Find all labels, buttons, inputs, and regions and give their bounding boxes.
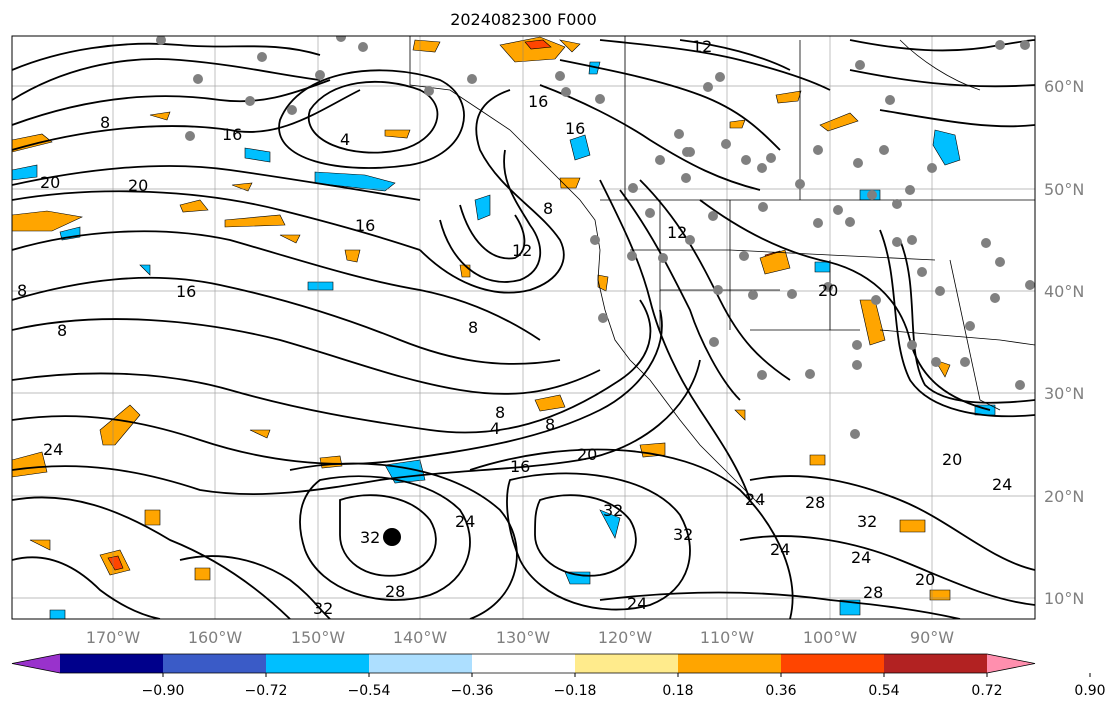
colorbar-tick-label: −0.54: [348, 683, 391, 699]
colorbar-segment: [472, 654, 576, 673]
lon-label: 90°W: [910, 628, 954, 647]
contour-label: 8: [17, 281, 27, 300]
contour-label: 16: [222, 125, 242, 144]
colorbar-segment: [884, 654, 988, 673]
lat-label: 50°N: [1044, 180, 1084, 199]
contour-label: 20: [942, 450, 962, 469]
lat-label: 30°N: [1044, 384, 1084, 403]
contour-label: 24: [851, 548, 871, 567]
colorbar-tick-label: −0.72: [245, 683, 288, 699]
contour-label: 32: [673, 525, 693, 544]
contour-label: 24: [627, 594, 647, 613]
contour-label: 8: [495, 403, 505, 422]
map-title: 2024082300 F000: [450, 10, 597, 29]
colorbar-segment: [678, 654, 782, 673]
colorbar-segment: [163, 654, 267, 673]
map-background: [12, 36, 1035, 619]
contour-label: 12: [667, 223, 687, 242]
colorbar-tick-label: 0.72: [971, 683, 1002, 699]
lon-label: 160°W: [188, 628, 243, 647]
contour-label: 32: [360, 528, 380, 547]
lon-label: 170°W: [86, 628, 141, 647]
contour-label: 28: [385, 582, 405, 601]
longitude-labels: 170°W 160°W 150°W 140°W 130°W 120°W 110°…: [86, 628, 954, 647]
colorbar-tick-label: 0.18: [662, 683, 693, 699]
lat-label: 60°N: [1044, 77, 1084, 96]
tropical-cyclone-center-icon: [383, 528, 401, 546]
contour-label: 16: [565, 119, 585, 138]
colorbar-tick-label: 0.90: [1074, 683, 1105, 699]
contour-label: 24: [770, 540, 790, 559]
contour-label: 24: [455, 512, 475, 531]
contour-label: 32: [313, 599, 333, 618]
lon-label: 140°W: [393, 628, 448, 647]
colorbar-tick-label: 0.36: [765, 683, 796, 699]
contour-label: 16: [176, 282, 196, 301]
latitude-labels: 60°N 50°N 40°N 30°N 20°N 10°N: [1044, 77, 1084, 608]
lat-label: 10°N: [1044, 589, 1084, 608]
contour-label: 32: [857, 512, 877, 531]
map-frame: [11, 35, 1036, 620]
colorbar-segment: [266, 654, 370, 673]
station-markers: [156, 36, 1035, 439]
contour-label: 16: [510, 457, 530, 476]
colorbar-tick-label: −0.18: [554, 683, 597, 699]
colorbar-extend-max: [987, 654, 1035, 673]
contour-label: 8: [543, 199, 553, 218]
contour-label: 4: [340, 130, 350, 149]
contour-label: 24: [43, 440, 63, 459]
colorbar-segment: [781, 654, 885, 673]
contour-label: 28: [805, 493, 825, 512]
colorbar-tick-label: 0.54: [868, 683, 899, 699]
contour-label: 32: [603, 501, 623, 520]
contour-label-group: 12 16 16 16 4 8 16 20 20 8 12 12 16 8 8 …: [17, 37, 1012, 618]
contour-label: 20: [128, 176, 148, 195]
contour-label: 12: [692, 37, 712, 56]
contour-label: 20: [818, 281, 838, 300]
contour-label: 24: [992, 475, 1012, 494]
colorbar-extend-min: [12, 654, 60, 673]
colorbar-outline: [11, 653, 1036, 674]
contour-lines: [12, 39, 1035, 619]
colorbar-tick-label: −0.90: [142, 683, 185, 699]
contour-label: 4: [490, 419, 500, 438]
contour-label: 12: [512, 241, 532, 260]
lon-label: 120°W: [598, 628, 653, 647]
colorbar-tick-label: −0.36: [451, 683, 494, 699]
colorbar: −0.90 −0.72 −0.54 −0.36 −0.18 0.18 0.36 0.54 0.7…: [11, 653, 1105, 699]
lat-label: 20°N: [1044, 487, 1084, 506]
contour-label: 8: [545, 415, 555, 434]
contour-label: 8: [468, 318, 478, 337]
contour-label: 20: [915, 570, 935, 589]
lon-label: 110°W: [700, 628, 755, 647]
colorbar-segment: [575, 654, 679, 673]
contour-label: 16: [355, 216, 375, 235]
lon-label: 100°W: [803, 628, 858, 647]
contour-label: 8: [57, 321, 67, 340]
contour-label: 20: [577, 445, 597, 464]
lon-label: 130°W: [496, 628, 551, 647]
lat-label: 40°N: [1044, 282, 1084, 301]
contour-label: 28: [863, 583, 883, 602]
contour-label: 20: [40, 173, 60, 192]
contour-label: 24: [745, 490, 765, 509]
colorbar-segment: [60, 654, 164, 673]
colorbar-segment: [369, 654, 473, 673]
graticule: [12, 36, 1035, 619]
contour-label: 16: [528, 92, 548, 111]
lon-label: 150°W: [291, 628, 346, 647]
contour-label: 8: [100, 113, 110, 132]
